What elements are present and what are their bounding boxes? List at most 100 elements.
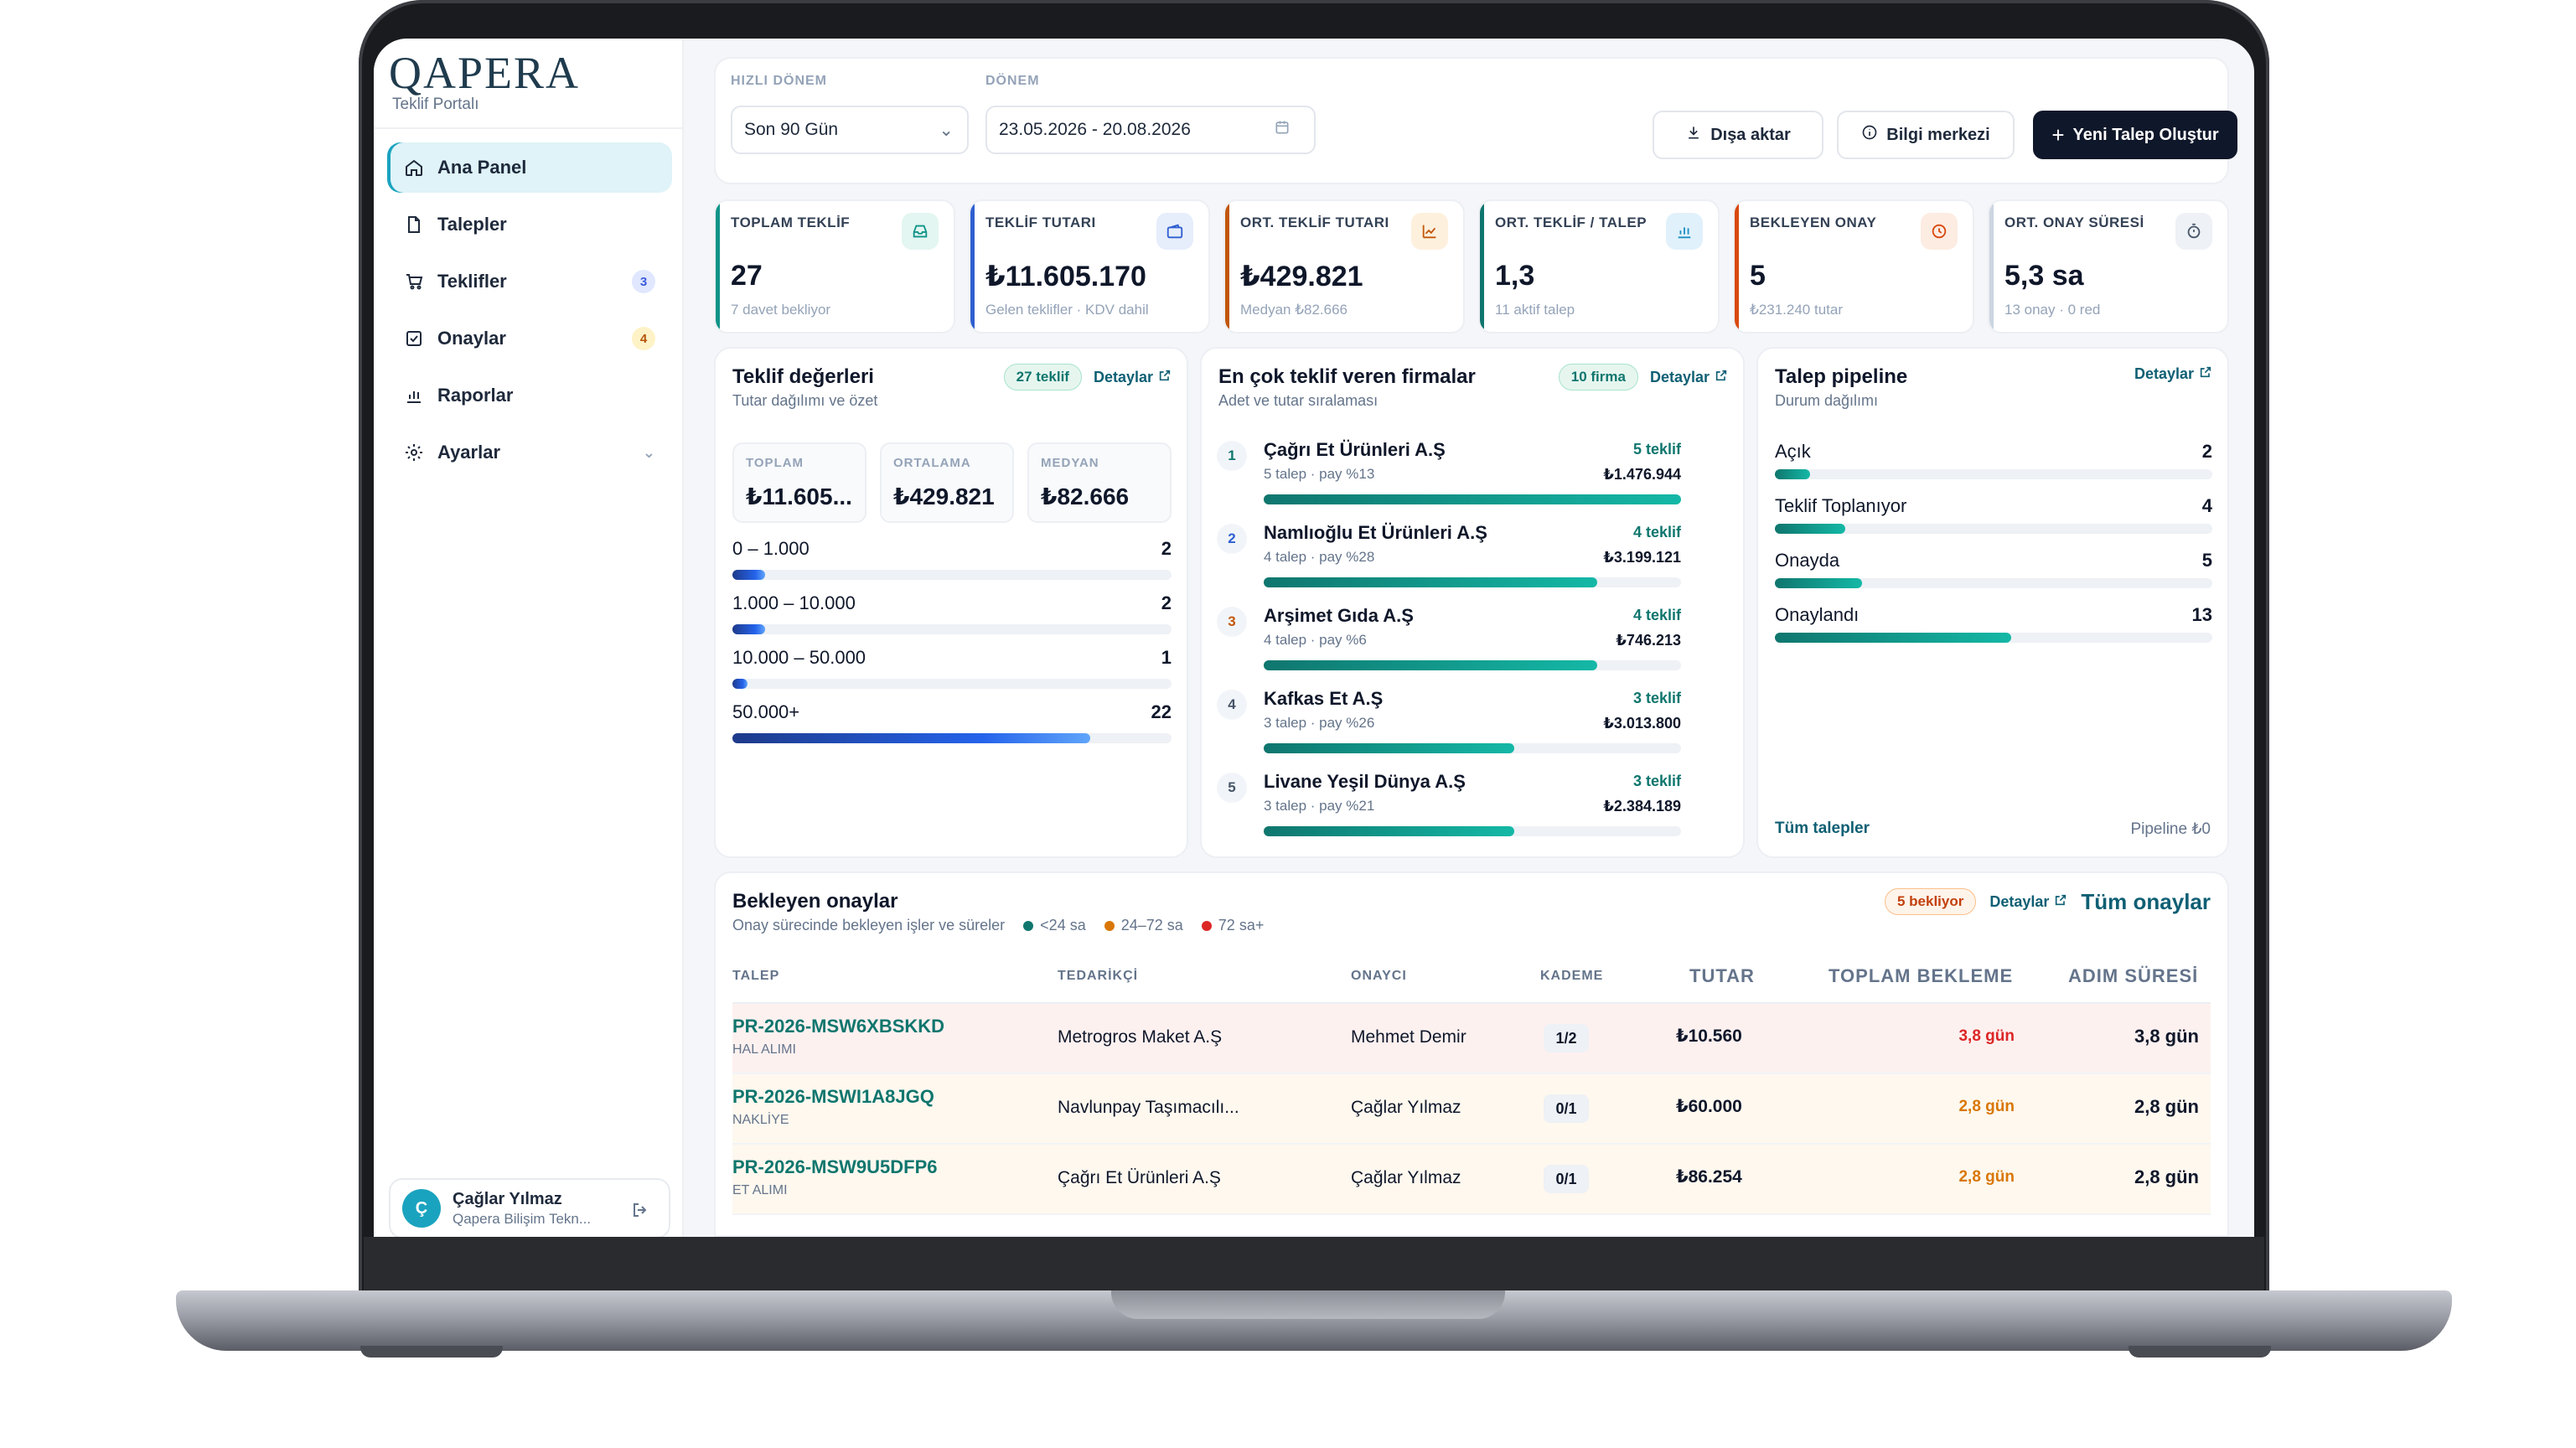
sidebar-item-label: Talepler xyxy=(437,214,507,235)
export-label: Dışa aktar xyxy=(1710,125,1791,144)
kpi-card-ort-teklif-tutari[interactable]: ORT. TEKLİF TUTARI ₺429.821 Medyan ₺82.6… xyxy=(1223,199,1465,334)
bucket-count: 1 xyxy=(1161,647,1172,668)
sidebar-item-raporlar[interactable]: Raporlar xyxy=(387,370,672,421)
firm-row[interactable]: 3 Arşimet Gıda A.Ş 4 talep · pay %6 4 tekli… xyxy=(1217,598,1691,679)
kpi-card-ort-onay-suresi[interactable]: ORT. ONAY SÜRESİ 5,3 sa 13 onay · 0 red xyxy=(1988,199,2229,334)
inbox-icon xyxy=(902,213,939,250)
kpi-accent xyxy=(1735,201,1739,332)
details-link-label: Detaylar xyxy=(2134,365,2194,382)
request-code-link[interactable]: PR-2026-MSW6XBSKKD xyxy=(732,1016,945,1037)
sidebar-item-ayarlar[interactable]: Ayarlar ⌄ xyxy=(387,427,672,478)
all-requests-link[interactable]: Tüm talepler xyxy=(1775,820,1870,837)
kpi-accent xyxy=(1225,201,1229,332)
brand-logo[interactable]: QAPERA xyxy=(389,48,581,98)
help-center-button[interactable]: Bilgi merkezi xyxy=(1837,111,2015,159)
approver-name: Çağlar Yılmaz xyxy=(1351,1098,1461,1117)
pipeline-fill xyxy=(1775,469,1810,479)
card-subtitle: Adet ve tutar sıralaması xyxy=(1218,392,1379,409)
details-link[interactable]: Detaylar xyxy=(1650,369,1728,386)
timer-icon xyxy=(2175,213,2212,250)
pipeline-count: 13 xyxy=(2191,604,2212,625)
stat-value: ₺429.821 xyxy=(893,484,995,509)
user-name: Çağlar Yılmaz xyxy=(453,1189,562,1208)
legend-fast: <24 sa xyxy=(1023,917,1086,934)
total-wait: 2,8 gün xyxy=(1958,1098,2015,1115)
approvals-table-body: PR-2026-MSW6XBSKKD HAL ALIMI Metrogros Mak… xyxy=(732,1004,2211,1237)
stat-label: TOPLAM xyxy=(746,456,804,470)
info-icon xyxy=(1861,124,1878,146)
approver-name: Mehmet Demir xyxy=(1351,1027,1466,1047)
pipeline-label: Açık xyxy=(1775,441,1811,462)
kpi-card-toplam-teklif[interactable]: TOPLAM TEKLİF 27 7 davet bekliyor xyxy=(714,199,955,334)
firm-rank: 1 xyxy=(1217,441,1247,471)
sidebar-nav: Ana Panel Talepler Teklifler 3 Onaylar 4… xyxy=(387,142,672,484)
pipeline-row[interactable]: Açık 2 xyxy=(1775,441,2212,491)
user-card[interactable]: Ç Çağlar Yılmaz Qapera Bilişim Tekn... xyxy=(389,1178,670,1237)
firm-offer-count: 5 teklif xyxy=(1632,441,1681,458)
pipeline-row[interactable]: Onayda 5 xyxy=(1775,550,2212,600)
firm-rank: 4 xyxy=(1217,690,1247,720)
firm-row[interactable]: 1 Çağrı Et Ürünleri A.Ş 5 talep · pay %13 5… xyxy=(1217,432,1691,513)
firm-meta: 4 talep · pay %28 xyxy=(1264,549,1375,565)
details-link[interactable]: Detaylar xyxy=(1989,893,2067,911)
stat-ortalama: ORTALAMA ₺429.821 xyxy=(880,442,1014,523)
quick-period-select[interactable]: Son 90 Gün ⌄ xyxy=(731,106,969,154)
firm-row[interactable]: 4 Kafkas Et A.Ş 3 talep · pay %26 3 teklif ₺… xyxy=(1217,681,1691,762)
logout-icon[interactable] xyxy=(630,1200,650,1224)
firm-offer-count: 4 teklif xyxy=(1632,524,1681,540)
sidebar-item-label: Ayarlar xyxy=(437,442,501,463)
firm-rank: 5 xyxy=(1217,773,1247,803)
firm-track xyxy=(1264,577,1681,587)
kpi-value: 5,3 sa xyxy=(2004,260,2084,292)
all-approvals-link[interactable]: Tüm onaylar xyxy=(2081,888,2211,914)
amount: ₺10.560 xyxy=(1676,1027,1742,1046)
legend-slow: 72 sa+ xyxy=(1201,917,1264,934)
details-link-label: Detaylar xyxy=(1093,368,1153,385)
date-range-input[interactable]: 23.05.2026 - 20.08.2026 xyxy=(985,106,1316,154)
sidebar-item-ana-panel[interactable]: Ana Panel xyxy=(387,142,672,193)
pipeline-fill xyxy=(1775,524,1845,534)
cart-icon xyxy=(402,270,426,293)
col-header-tutar: TUTAR xyxy=(1689,965,1755,986)
details-link[interactable]: Detaylar xyxy=(1094,369,1172,386)
pipeline-row[interactable]: Teklif Toplanıyor 4 xyxy=(1775,495,2212,546)
request-type: NAKLİYE xyxy=(732,1113,789,1127)
sidebar-item-label: Onaylar xyxy=(437,328,506,349)
table-row[interactable]: PR-2026-MSW9U5DFP6 ET ALIMI Çağrı Et Ürünl… xyxy=(732,1145,2211,1215)
firm-row[interactable]: 5 Livane Yeşil Dünya A.Ş 3 talep · pay %21… xyxy=(1217,764,1691,845)
pipeline-row[interactable]: Onaylandı 13 xyxy=(1775,604,2212,654)
firm-row[interactable]: 2 Namlıoğlu Et Ürünleri A.Ş 4 talep · pay … xyxy=(1217,515,1691,596)
kpi-card-teklif-tutari[interactable]: TEKLİF TUTARI ₺11.605.170 Gelen teklifle… xyxy=(969,199,1210,334)
firm-track xyxy=(1264,743,1681,753)
sidebar-item-teklifler[interactable]: Teklifler 3 xyxy=(387,256,672,307)
details-link-label: Detaylar xyxy=(1989,892,2050,910)
date-range-value: 23.05.2026 - 20.08.2026 xyxy=(999,120,1191,139)
pipeline-fill xyxy=(1775,578,1863,588)
external-link-icon xyxy=(2199,365,2212,383)
kpi-title: TEKLİF TUTARI xyxy=(985,215,1096,230)
kpi-value: 27 xyxy=(731,260,763,292)
export-button[interactable]: Dışa aktar xyxy=(1653,111,1823,159)
details-link[interactable]: Detaylar xyxy=(2134,365,2212,383)
kpi-card-bekleyen-onay[interactable]: BEKLEYEN ONAY 5 ₺231.240 tutar xyxy=(1733,199,1974,334)
gear-icon xyxy=(402,441,426,464)
new-request-button[interactable]: + Yeni Talep Oluştur xyxy=(2033,111,2237,159)
pipeline-track xyxy=(1775,578,2212,588)
firm-track xyxy=(1264,494,1681,504)
total-wait: 3,8 gün xyxy=(1958,1027,2015,1045)
pipeline-label: Teklif Toplanıyor xyxy=(1775,495,1907,516)
bucket-fill xyxy=(732,679,748,689)
value-distribution: 0 – 1.000 2 1.000 – 10.000 2 10.000 – 50.000… xyxy=(732,538,1172,756)
pending-pill: 5 bekliyor xyxy=(1884,888,1977,915)
sidebar-item-onaylar[interactable]: Onaylar 4 xyxy=(387,313,672,364)
kpi-value: ₺429.821 xyxy=(1240,261,1363,292)
table-row[interactable]: PR-2026-MSWI1A8JGQ NAKLİYE Navlunpay Taşım… xyxy=(732,1074,2211,1145)
kpi-card-ort-teklif-talep[interactable]: ORT. TEKLİF / TALEP 1,3 11 aktif talep xyxy=(1478,199,1720,334)
request-code-link[interactable]: PR-2026-MSWI1A8JGQ xyxy=(732,1086,934,1107)
request-code-link[interactable]: PR-2026-MSW9U5DFP6 xyxy=(732,1156,938,1177)
table-row[interactable]: PR-2026-MSW6XBSKKD HAL ALIMI Metrogros Mak… xyxy=(732,1004,2211,1074)
sidebar-item-talepler[interactable]: Talepler xyxy=(387,199,672,250)
chevron-down-icon[interactable]: ⌄ xyxy=(642,443,655,461)
pipeline-count: 5 xyxy=(2201,550,2212,571)
stat-value: ₺11.605... xyxy=(746,484,852,509)
